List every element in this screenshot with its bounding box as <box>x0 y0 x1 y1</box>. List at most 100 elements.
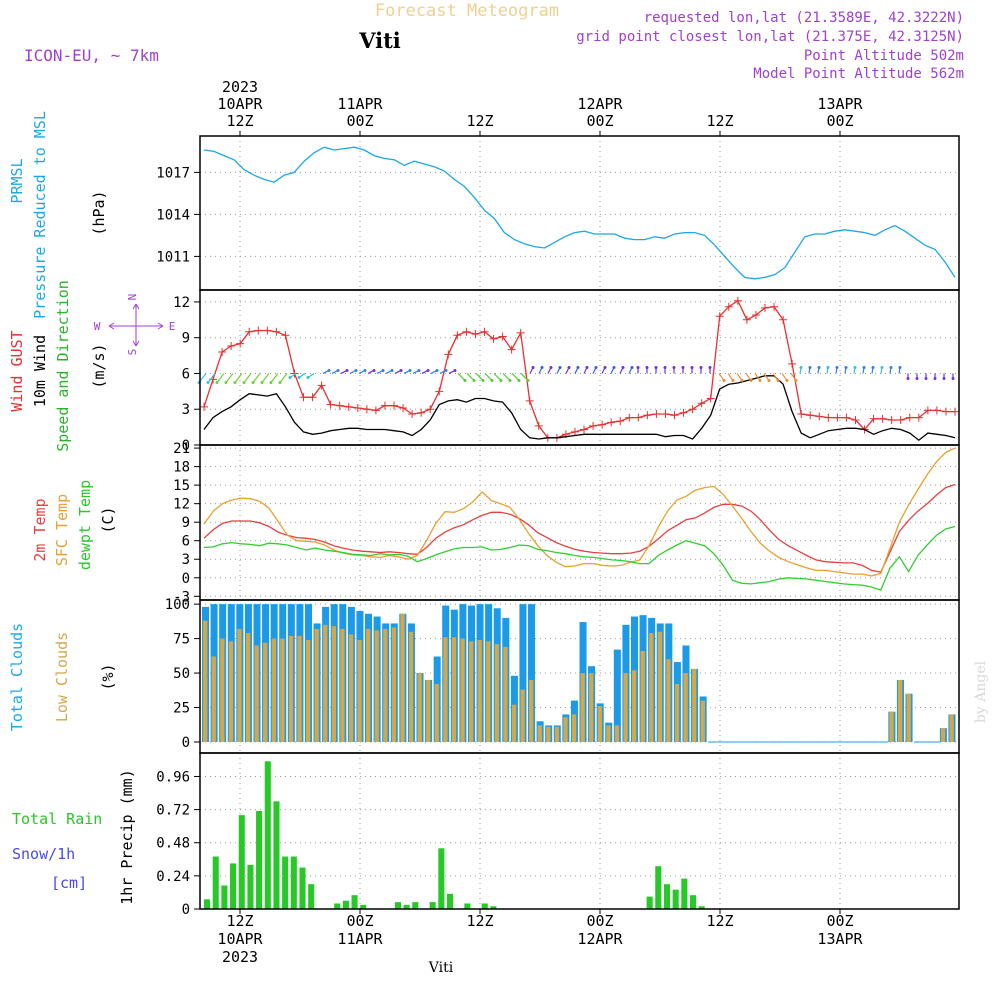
wind-gust-marker <box>951 407 959 416</box>
wind-direction-arrow <box>243 373 252 383</box>
low-clouds-bar <box>632 670 637 742</box>
low-clouds-bar <box>357 639 362 742</box>
top-time-label: 12Z <box>466 112 493 130</box>
wind-direction-arrowhead <box>381 368 385 372</box>
wind-gust-marker <box>760 303 769 312</box>
clouds-unit-label: (%) <box>99 663 117 690</box>
y-tick-label: 75 <box>173 632 190 648</box>
wind-gust-marker <box>498 332 507 341</box>
compass-west: W <box>94 320 101 333</box>
precip-bar <box>360 904 367 909</box>
wind-direction-arrowhead <box>708 365 712 369</box>
bottom-time-label: 12Z <box>226 912 253 930</box>
wind-gust-marker <box>634 413 643 422</box>
precip-bar <box>490 906 497 909</box>
y-tick-label: 12 <box>173 497 190 513</box>
wind-direction-arrowhead <box>508 378 512 382</box>
wind-gust-marker <box>842 413 851 422</box>
wind-direction-arrowhead <box>336 368 340 372</box>
wind-gust-marker <box>788 359 797 368</box>
wind-direction-arrowhead <box>731 378 735 382</box>
clouds-panel: Total Clouds Low Clouds (%) 0 25 50 75 100 <box>8 597 959 753</box>
temp-unit-label: (C) <box>99 506 117 533</box>
wind-direction-arrowhead <box>399 368 403 372</box>
wind-gust-marker <box>598 420 607 429</box>
compass-south: S <box>126 349 139 356</box>
wind-direction-arrowhead <box>749 378 753 382</box>
point-altitude: Point Altitude 502m <box>804 48 964 64</box>
wind-gust-marker <box>670 411 679 420</box>
wind-direction-arrow <box>234 373 243 383</box>
low-clouds-bar <box>468 641 474 742</box>
low-clouds-bar <box>589 673 594 742</box>
wind-gust-marker <box>715 312 724 321</box>
wind-direction-arrowhead <box>472 378 476 382</box>
wind-direction-arrow <box>493 373 502 381</box>
wind-direction-arrowhead <box>224 380 228 384</box>
prmsl-label: PRMSL <box>8 158 26 203</box>
wind-gust-marker <box>688 405 697 414</box>
wind-direction-arrowhead <box>915 376 919 380</box>
low-clouds-bar <box>486 641 491 742</box>
wind-direction-arrowhead <box>636 365 640 369</box>
low-clouds-bar <box>203 620 208 742</box>
y-tick-label: 0 <box>182 438 190 454</box>
wind-direction-arrowhead <box>776 378 780 382</box>
y-tick-label: 12 <box>173 295 190 311</box>
low-clouds-bar <box>606 725 611 742</box>
wind-direction-arrow <box>520 373 529 381</box>
wind-panel: Wind GUST 10m Wind Speed and Direction (… <box>8 280 959 454</box>
wind-direction-arrowhead <box>933 376 937 380</box>
wind-direction-arrowhead <box>540 365 544 369</box>
wind-direction-arrowhead <box>278 380 282 384</box>
precip-bar <box>663 884 671 909</box>
wind-direction-arrowhead <box>453 368 457 372</box>
wind-gust-marker <box>697 399 706 408</box>
low-clouds-bar <box>434 684 439 742</box>
y-tick-label: 3 <box>182 552 190 568</box>
y-tick-label: 6 <box>182 366 190 382</box>
low-clouds-bar <box>374 630 379 742</box>
low-clouds-bar <box>228 641 234 742</box>
wind-gust-marker <box>272 327 281 336</box>
wind-direction-arrowhead <box>251 380 255 384</box>
precip-bar <box>299 867 306 909</box>
y-tick-label: 6 <box>182 534 190 550</box>
top-time-label: 12Z <box>226 112 253 130</box>
compass-arrows-icon <box>108 303 164 347</box>
y-tick-label: 0 <box>182 571 190 587</box>
wind-direction-arrow <box>261 373 270 383</box>
station-name: Viti <box>358 28 401 53</box>
precip-bar <box>681 878 688 909</box>
precip-bar <box>403 904 410 909</box>
precip-bar <box>646 896 653 909</box>
wind-gust-marker <box>905 413 914 422</box>
total-clouds-bar <box>613 649 621 742</box>
wind-direction-arrowhead <box>663 365 667 369</box>
precip-bar <box>264 761 271 909</box>
low-clouds-bar <box>443 637 448 742</box>
wind-direction-arrowhead <box>690 365 694 369</box>
wind-direction-arrow <box>216 373 225 383</box>
top-time-label: 00Z <box>586 112 613 130</box>
low-clouds-bar <box>940 728 946 742</box>
wind-direction-arrowhead <box>672 365 676 369</box>
temperature-panel: 2m Temp SFC Temp dewpt Temp (C) -3 0 3 6 9 12… <box>31 441 959 605</box>
wind-gust-marker <box>480 327 489 336</box>
wind-10m-label: 10m Wind <box>31 335 49 407</box>
low-clouds-bar <box>537 725 542 742</box>
wind-gust-marker <box>390 401 399 410</box>
y-tick-label: 21 <box>173 441 190 457</box>
wind-gust-marker <box>462 327 471 336</box>
precip-bar <box>412 902 419 909</box>
wind-gust-marker <box>317 381 326 390</box>
low-clouds-bar <box>271 638 276 742</box>
model-name: ICON-EU, ~ 7km <box>24 46 159 65</box>
total-clouds-bar <box>519 604 527 742</box>
top-time-label: 12APR <box>577 95 623 113</box>
footer-station: Viti <box>428 960 454 976</box>
wind-gust-marker <box>652 410 661 418</box>
wind-direction-arrowhead <box>826 365 830 369</box>
wind-direction-arrow <box>279 373 288 383</box>
